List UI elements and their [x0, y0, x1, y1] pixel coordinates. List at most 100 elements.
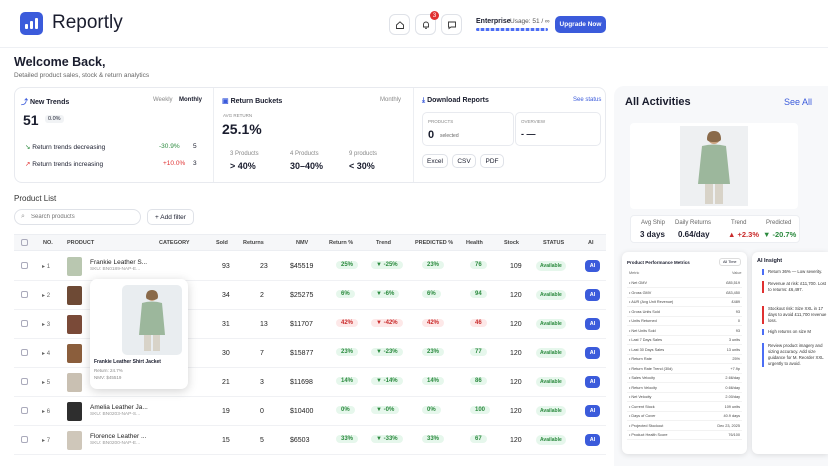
product-name[interactable]: Frankie Leather S... — [90, 259, 148, 266]
product-thumbnail[interactable] — [67, 402, 82, 421]
product-thumbnail[interactable] — [67, 286, 82, 305]
metrics-filter[interactable]: All Time — [719, 258, 741, 266]
products-sub: selected — [440, 133, 459, 139]
metric-value: 109 units — [724, 404, 740, 409]
ai-button[interactable]: AI — [585, 318, 600, 330]
pdf-button[interactable]: PDF — [480, 154, 504, 168]
row-expand[interactable]: ▸ 4 — [42, 351, 51, 357]
notifications-button[interactable]: 3 — [415, 11, 439, 35]
row-expand[interactable]: ▸ 3 — [42, 322, 51, 328]
sold-value: 30 — [222, 350, 230, 357]
table-row[interactable]: ▸ 6 Amelia Leather Ja... SKU: BN0203-NAP… — [14, 397, 606, 426]
metric-value: £83,450 — [726, 290, 740, 295]
col-stock[interactable]: Stock — [504, 240, 519, 246]
col-category[interactable]: CATEGORY — [159, 240, 190, 246]
divider — [413, 88, 414, 182]
row-checkbox[interactable] — [21, 378, 28, 385]
trend-label: Trend — [731, 220, 747, 226]
ai-button[interactable]: AI — [585, 405, 600, 417]
weekly-toggle[interactable]: Weekly — [153, 97, 173, 103]
product-thumbnail[interactable] — [67, 344, 82, 363]
table-row[interactable]: ▸ 2 34 2 $25275 6% ▼ -6% 6% 94 120 Avail… — [14, 281, 606, 310]
trend-increasing-row: ↗ Return trends increasing — [25, 161, 104, 168]
predicted-badge: 33% — [422, 435, 445, 443]
trend-badge: ▼ -14% — [371, 377, 403, 385]
activity-product-card[interactable] — [630, 123, 798, 209]
returns-value: 7 — [260, 350, 264, 357]
col-status[interactable]: STATUS — [543, 240, 565, 246]
search-box[interactable]: ⌕ — [14, 209, 141, 225]
select-all-checkbox[interactable] — [21, 239, 28, 246]
ai-button[interactable]: AI — [585, 260, 600, 272]
upgrade-button[interactable]: Upgrade Now — [555, 16, 606, 33]
sold-value: 34 — [222, 292, 230, 299]
row-expand[interactable]: ▸ 1 — [42, 264, 51, 270]
excel-button[interactable]: Excel — [422, 154, 448, 168]
chevron-right-icon: ▸ — [42, 293, 46, 299]
bucket-count-1: 3 Products — [230, 151, 259, 157]
col-returns[interactable]: Returns — [243, 240, 264, 246]
col-return-pct[interactable]: Return % — [329, 240, 354, 246]
avg-ship-label: Avg Ship — [641, 220, 665, 226]
col-product[interactable]: PRODUCT — [67, 240, 95, 246]
trend-badge: ▼ -33% — [371, 435, 403, 443]
table-row[interactable]: ▸ 5 21 3 $11698 14% ▼ -14% 14% 86 120 Av… — [14, 368, 606, 397]
row-expand[interactable]: ▸ 5 — [42, 380, 51, 386]
product-thumbnail[interactable] — [67, 373, 82, 392]
search-input[interactable] — [31, 212, 136, 222]
add-filter-button[interactable]: + Add filter — [147, 209, 194, 225]
messages-button[interactable] — [441, 14, 462, 35]
ai-button[interactable]: AI — [585, 376, 600, 388]
monthly-toggle[interactable]: Monthly — [179, 97, 202, 103]
row-expand[interactable]: ▸ 2 — [42, 293, 51, 299]
metric-row: • Sales Velocity 2.66/day — [627, 374, 742, 383]
col-health[interactable]: Health — [466, 240, 483, 246]
ai-button[interactable]: AI — [585, 347, 600, 359]
metric-row: • Units Returned 0 — [627, 317, 742, 326]
row-checkbox[interactable] — [21, 436, 28, 443]
row-expand[interactable]: ▸ 6 — [42, 409, 51, 415]
row-checkbox[interactable] — [21, 349, 28, 356]
see-all-link[interactable]: See All — [784, 97, 813, 107]
nmv-value: $6503 — [290, 437, 310, 444]
row-checkbox[interactable] — [21, 262, 28, 269]
home-icon — [395, 20, 404, 29]
product-thumbnail[interactable] — [67, 431, 82, 450]
ai-insight-card: AI Insight Return 36% — Low severity. Rev… — [752, 252, 828, 454]
col-trend[interactable]: Trend — [376, 240, 391, 246]
trend-decreasing-row: ↘ Return trends decreasing — [25, 144, 106, 151]
product-thumbnail[interactable] — [67, 315, 82, 334]
home-button[interactable] — [389, 14, 410, 35]
product-name[interactable]: Amelia Leather Ja... — [90, 404, 148, 411]
returns-value: 13 — [260, 321, 268, 328]
trend-badge: ▼ -0% — [371, 406, 400, 414]
stock-value: 120 — [510, 379, 522, 386]
ai-button[interactable]: AI — [585, 434, 600, 446]
row-checkbox[interactable] — [21, 291, 28, 298]
buckets-period[interactable]: Monthly — [380, 97, 402, 103]
table-row[interactable]: ▸ 4 30 7 $15877 23% ▼ -23% 23% 77 120 Av… — [14, 339, 606, 368]
ai-button[interactable]: AI — [585, 289, 600, 301]
table-row[interactable]: ▸ 7 Florence Leather ... SKU: BN0200-NAP… — [14, 426, 606, 455]
col-sold[interactable]: Sold — [216, 240, 228, 246]
product-thumbnail[interactable] — [67, 257, 82, 276]
col-predicted[interactable]: PREDICTED % — [415, 240, 454, 246]
row-checkbox[interactable] — [21, 407, 28, 414]
bucket-range-3: < 30% — [349, 161, 375, 171]
nmv-value: $15877 — [290, 350, 314, 357]
metric-row: • Net GMV £85,519 — [627, 279, 742, 288]
metric-label: • Net Velocity — [629, 395, 652, 399]
metric-label: • Last 7 Days Sales — [629, 338, 662, 342]
increasing-pct: +10.0% — [163, 160, 186, 167]
product-name[interactable]: Florence Leather ... — [90, 433, 147, 440]
see-status-link[interactable]: See status — [573, 97, 602, 103]
row-checkbox[interactable] — [21, 320, 28, 327]
row-expand[interactable]: ▸ 7 — [42, 438, 51, 444]
csv-button[interactable]: CSV — [452, 154, 476, 168]
col-nmv[interactable]: NMV — [296, 240, 309, 246]
metric-value: 0.66/day — [725, 385, 740, 390]
download-icon: ⤓ — [422, 97, 426, 104]
returns-value: 5 — [260, 437, 264, 444]
table-row[interactable]: ▸ 3 31 13 $11707 42% ▼ -42% 42% 46 120 A… — [14, 310, 606, 339]
table-row[interactable]: ▸ 1 Frankie Leather S... SKU: BN0189-NAP… — [14, 252, 606, 281]
